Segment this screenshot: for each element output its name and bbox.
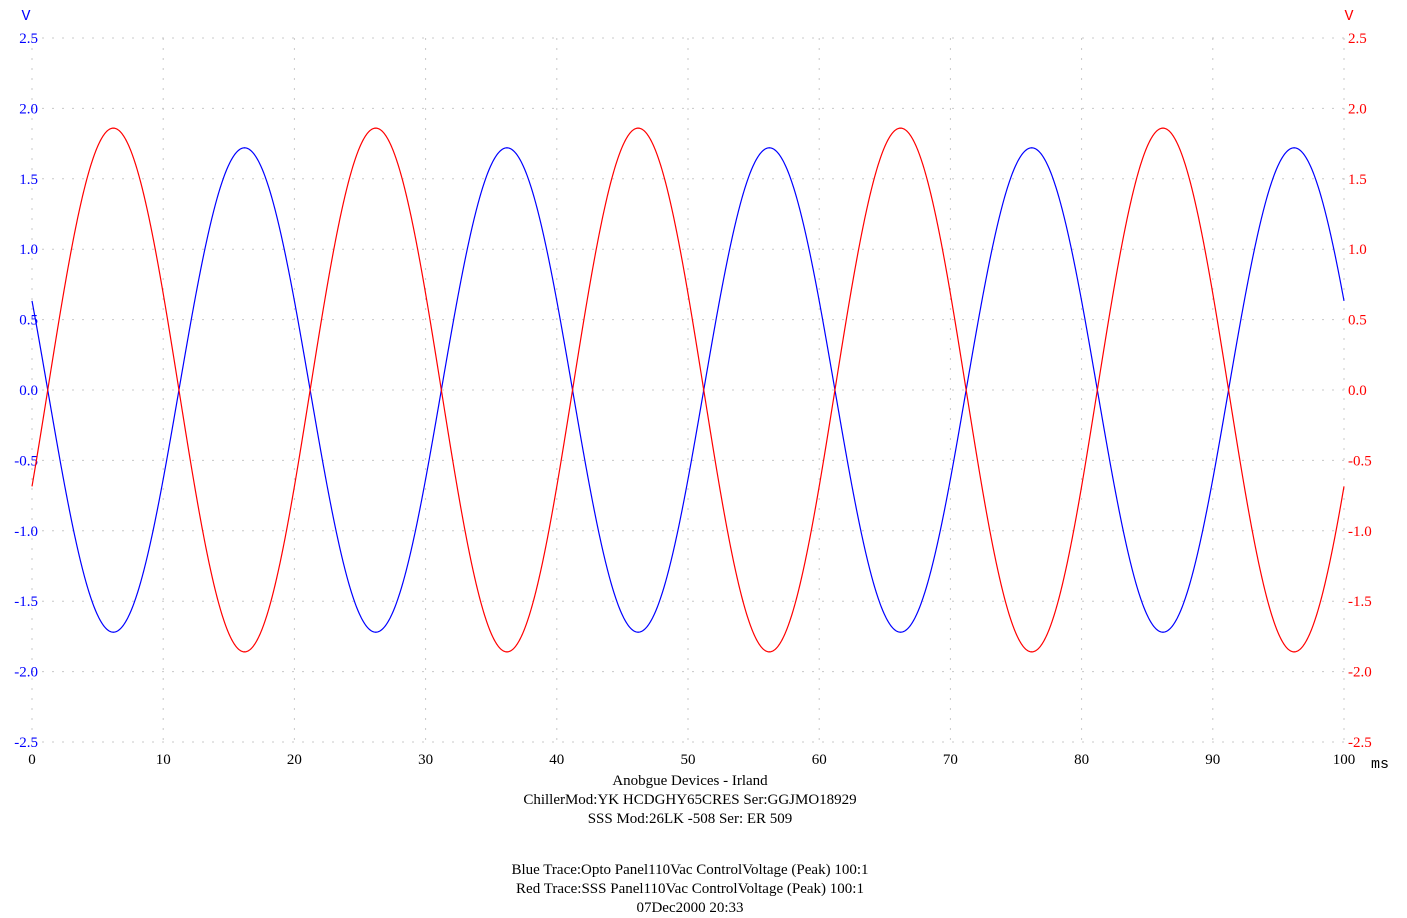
blue-trough-point — [112, 631, 114, 633]
y-axis-left-unit: V — [21, 8, 30, 25]
x-tick-0: 0 — [28, 752, 36, 768]
red-peak-point — [899, 127, 902, 129]
x-axis-unit: ms — [1371, 756, 1389, 770]
red-trace — [31, 127, 1345, 653]
red-trough-point — [243, 651, 246, 653]
red-peak-point — [375, 127, 377, 129]
y-axis-right: 2.5 2.0 1.5 1.0 0.5 0.0 -0.5 -1.0 -1.5 -2.0 -2.5 — [1348, 31, 1372, 751]
x-tick-90: 90 — [1205, 752, 1220, 768]
y-tick-left--2.0: -2.0 — [14, 665, 38, 681]
y-tick-left--2.5: -2.5 — [14, 735, 38, 751]
x-tick-40: 40 — [549, 752, 564, 768]
y-tick-left-2.5: 2.5 — [19, 31, 38, 47]
y-tick-left-0.5: 0.5 — [19, 313, 38, 329]
x-tick-70: 70 — [943, 752, 958, 768]
y-tick-right-0.5: 0.5 — [1348, 313, 1367, 329]
blue-trace — [31, 147, 1345, 633]
y-tick-left-1.0: 1.0 — [19, 242, 38, 258]
y-tick-right--2.5: -2.5 — [1348, 735, 1372, 751]
red-trough-point — [506, 651, 508, 653]
y-tick-right--1.0: -1.0 — [1348, 524, 1372, 540]
blue-trough-point — [899, 631, 902, 633]
y-tick-right-0.0: 0.0 — [1348, 383, 1367, 399]
blue-trough-point — [637, 631, 639, 633]
red-peak-point — [1162, 127, 1164, 129]
y-axis-left: 2.5 2.0 1.5 1.0 0.5 0.0 -0.5 -1.0 -1.5 -2.0 -2.5 — [14, 31, 38, 751]
x-tick-100: 100 — [1333, 752, 1356, 768]
y-tick-left-0.0: 0.0 — [19, 383, 38, 399]
red-trough-point — [768, 651, 770, 653]
caption-chiller: ChillerMod:YK HCDGHY65CRES Ser:GGJMO1892… — [523, 792, 857, 808]
red-trough-point — [1293, 651, 1295, 653]
traces — [31, 127, 1345, 653]
blue-peak-point — [1031, 147, 1033, 149]
oscilloscope-chart: 2.5 2.0 1.5 1.0 0.5 0.0 -0.5 -1.0 -1.5 -2.0 -2.5 2… — [14, 8, 1389, 770]
blue-peak-point — [1293, 147, 1295, 149]
y-tick-left-1.5: 1.5 — [19, 172, 38, 188]
x-tick-80: 80 — [1074, 752, 1089, 768]
red-peak-point — [112, 127, 114, 129]
x-tick-60: 60 — [812, 752, 827, 768]
gridlines — [31, 37, 1345, 743]
blue-trough-point — [375, 631, 377, 633]
caption-red-trace: Red Trace:SSS Panel110Vac ControlVoltage… — [516, 881, 864, 897]
red-trough-point — [1031, 651, 1033, 653]
caption-sss-model: SSS Mod:26LK -508 Ser: ER 509 — [587, 811, 793, 827]
blue-peak-point — [506, 147, 508, 149]
y-tick-left--1.5: -1.5 — [14, 594, 38, 610]
caption-company: Anobgue Devices - Irland — [612, 773, 768, 789]
x-tick-20: 20 — [287, 752, 302, 768]
y-tick-right--1.5: -1.5 — [1348, 594, 1372, 610]
caption-timestamp: 07Dec2000 20:33 — [636, 900, 744, 916]
y-tick-right-1.0: 1.0 — [1348, 242, 1367, 258]
y-tick-right--2.0: -2.0 — [1348, 665, 1372, 681]
y-tick-right--0.5: -0.5 — [1348, 453, 1372, 469]
blue-peak-point — [768, 147, 770, 149]
blue-peak-point — [243, 147, 246, 149]
caption-block: Anobgue Devices - Irland ChillerMod:YK H… — [0, 772, 1380, 918]
y-tick-right-1.5: 1.5 — [1348, 172, 1367, 188]
y-tick-left--0.5: -0.5 — [14, 453, 38, 469]
caption-blue-trace: Blue Trace:Opto Panel110Vac ControlVolta… — [511, 862, 869, 878]
y-tick-left-2.0: 2.0 — [19, 101, 38, 117]
x-tick-10: 10 — [156, 752, 171, 768]
red-peak-point — [637, 127, 639, 129]
x-axis: 0 10 20 30 40 50 60 70 80 90 100 — [28, 752, 1355, 768]
y-tick-left--1.0: -1.0 — [14, 524, 38, 540]
y-tick-right-2.5: 2.5 — [1348, 31, 1367, 47]
y-axis-right-unit: V — [1344, 8, 1353, 25]
y-tick-right-2.0: 2.0 — [1348, 101, 1367, 117]
blue-trough-point — [1162, 631, 1164, 633]
x-tick-50: 50 — [681, 752, 696, 768]
x-tick-30: 30 — [418, 752, 433, 768]
